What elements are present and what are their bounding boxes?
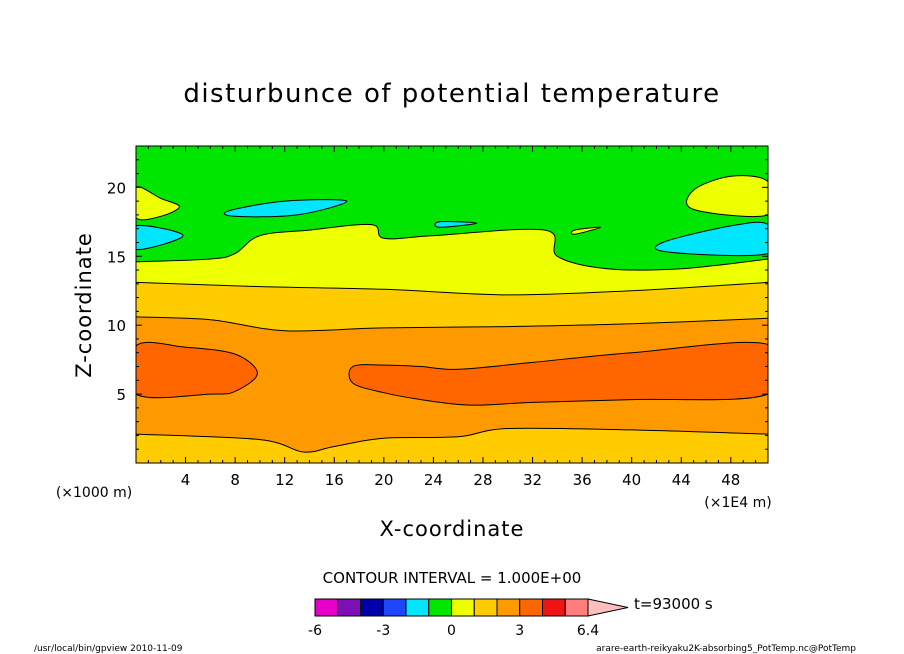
y-tick-label: 20 [107, 179, 126, 197]
colorbar-tick-label: 0 [447, 623, 456, 639]
x-tick-label: 24 [424, 471, 443, 489]
x-tick-label: 20 [374, 471, 393, 489]
region-cyan-left-outline [136, 224, 184, 250]
x-tick-label: 8 [230, 471, 240, 489]
x-tick-label: 44 [672, 471, 691, 489]
x-axis-label: X-coordinate [380, 517, 525, 541]
contour-line-2 [136, 316, 768, 332]
region-cyan-mid [224, 199, 347, 217]
colorbar [314, 598, 629, 617]
contour-line-3 [136, 281, 768, 296]
colorbar-box [496, 598, 521, 617]
plot-area [136, 146, 768, 463]
colorbar-box [564, 598, 589, 617]
region-yellow-top-right [686, 175, 768, 217]
colorbar-box [382, 598, 407, 617]
colorbar-ticks: -6 -3 0 3 6.4 [308, 623, 599, 639]
region-yellow-top-left-outline [136, 186, 180, 221]
colorbar-tick-label: 6.4 [577, 623, 599, 639]
footer-left: /usr/local/bin/gpview 2010-11-09 [34, 644, 183, 654]
region-cyan-right-outline [654, 221, 768, 257]
x-tick-label: 40 [622, 471, 641, 489]
colorbar-box [428, 598, 452, 617]
time-label: t=93000 s [634, 595, 713, 613]
x-tick-label: 4 [181, 471, 191, 489]
region-orange-high [136, 342, 258, 398]
region-yellow-small [571, 227, 601, 235]
region-cyan-small [434, 221, 477, 228]
y-axis-label: Z-coordinate [72, 232, 96, 378]
region-yellow-top-right-outline [686, 175, 768, 218]
y-axis-unit: (×1000 m) [56, 485, 132, 501]
x-tick-label: 16 [325, 471, 344, 489]
x-tick-label: 32 [523, 471, 542, 489]
region-cyan-right [655, 222, 768, 256]
plot-frame [135, 145, 769, 464]
region-orange-high-outline [136, 341, 258, 399]
colorbar-box [519, 598, 543, 617]
x-tick-label: 48 [721, 471, 740, 489]
y-tick-label: 15 [107, 248, 126, 266]
colorbar-box [473, 598, 498, 617]
chart-title: disturbunce of potential temperature [183, 79, 720, 109]
y-tick-label: 10 [107, 317, 126, 335]
colorbar-tick-label: -6 [308, 623, 322, 639]
colorbar-tick-label: 3 [515, 623, 524, 639]
y-tick-label: 5 [116, 386, 126, 404]
footer-right: arare-earth-reikyaku2K-absorbing5_PotTem… [596, 644, 856, 654]
colorbar-box [451, 598, 475, 617]
region-orange-high-2-outline [348, 341, 768, 406]
contour-line-1 [136, 427, 768, 453]
contour-line-4 [136, 223, 768, 271]
contour-band-1 [136, 428, 768, 463]
x-tick-label: 36 [573, 471, 592, 489]
colorbar-box [542, 598, 566, 617]
colorbar-box [337, 598, 361, 617]
colorbar-box [360, 598, 384, 617]
region-cyan-mid-outline [223, 199, 348, 218]
region-orange-high-2 [349, 342, 768, 406]
x-axis-unit: (×1E4 m) [704, 495, 771, 511]
x-tick-label: 12 [275, 471, 294, 489]
colorbar-arrow [587, 598, 629, 617]
colorbar-box [405, 598, 430, 617]
colorbar-tick-label: -3 [376, 623, 390, 639]
colorbar-box [314, 598, 339, 617]
region-yellow-small-outline [570, 226, 602, 235]
y-axis: 5 10 15 20 [107, 145, 768, 450]
x-axis: 4 8 12 16 20 24 28 32 36 40 44 48 [147, 146, 769, 489]
x-tick-label: 28 [473, 471, 492, 489]
region-cyan-left [136, 225, 184, 250]
region-cyan-small-outline [434, 221, 478, 228]
contour-interval-label: CONTOUR INTERVAL = 1.000E+00 [323, 569, 582, 587]
region-yellow-top-left [136, 186, 180, 220]
